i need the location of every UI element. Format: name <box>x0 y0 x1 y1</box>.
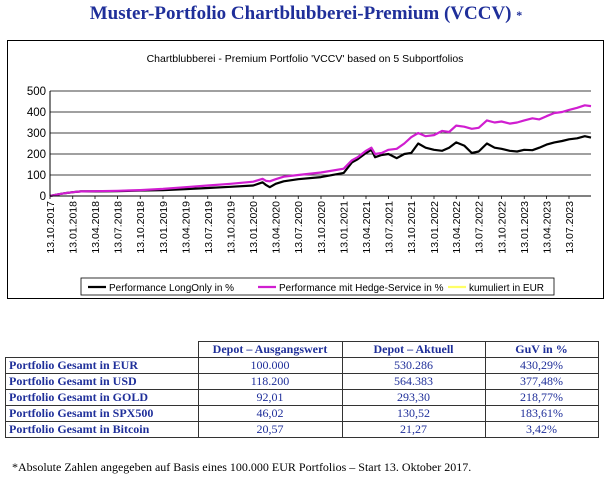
series-line-2 <box>49 104 592 198</box>
footnote: *Absolute Zahlen angegeben auf Basis ein… <box>12 460 472 474</box>
chart-grid <box>50 90 591 176</box>
x-tick-label: 13.04.2023 <box>541 201 553 254</box>
legend-box <box>80 277 555 296</box>
table-header-cell <box>5 341 199 358</box>
summary-table: Depot – Ausgangswert Depot – Aktuell GuV… <box>5 341 599 438</box>
x-tick-label: 13.10.2017 <box>45 201 57 254</box>
chart-legend[interactable]: Performance LongOnly in % Performance mit… <box>80 277 555 296</box>
chart-axes <box>49 91 591 199</box>
x-tick-label: 13.04.2018 <box>90 201 102 254</box>
table-cell: 20,57 <box>197 421 343 438</box>
chart-title: Chartblubberei - Premium Portfolio 'VCCV… <box>147 53 464 65</box>
x-tick-label: 13.01.2022 <box>429 201 441 254</box>
table-row: Portfolio Gesamt in GOLD 92,01 293,30 218,7… <box>5 389 599 406</box>
y-tick-label: 0 <box>40 191 46 203</box>
table-cell: 100.000 <box>197 357 343 374</box>
table-cell: 530.286 <box>341 357 486 374</box>
table-cell: 130,52 <box>341 405 486 422</box>
x-tick-label: 13.01.2019 <box>158 201 170 254</box>
x-tick-label: 13.10.2021 <box>406 201 418 254</box>
legend-label: Performance LongOnly in % <box>109 283 234 294</box>
x-tick-label: 13.10.2022 <box>496 201 508 254</box>
x-tick-label: 13.01.2018 <box>68 201 80 254</box>
table-body: Portfolio Gesamt in EUR 100.000 530.286 430… <box>5 357 599 438</box>
x-tick-label: 13.10.2018 <box>135 201 147 254</box>
table-cell: 430,29% <box>484 357 599 374</box>
page-title: Muster-Portfolio Chartblubberei-Premium … <box>0 3 612 25</box>
chart-text: Chartblubberei - Premium Portfolio 'VCCV… <box>27 53 576 254</box>
table-cell: 118.200 <box>197 373 343 390</box>
x-tick-label: 13.04.2022 <box>451 201 463 254</box>
x-tick-label: 13.04.2021 <box>361 201 373 254</box>
x-tick-label: 13.07.2019 <box>203 201 215 254</box>
x-tick-label: 13.07.2021 <box>383 201 395 254</box>
table-row-label: Portfolio Gesamt in Bitcoin <box>5 421 199 438</box>
x-tick-label: 13.07.2018 <box>113 201 125 254</box>
table-row-label: Portfolio Gesamt in EUR <box>5 357 199 374</box>
performance-chart: Chartblubberei - Premium Portfolio 'VCCV… <box>27 53 592 296</box>
table-row-label: Portfolio Gesamt in USD <box>5 373 199 390</box>
table-header-cell: Depot – Ausgangswert <box>197 341 343 358</box>
legend-label: kumuliert in EUR <box>469 283 544 294</box>
x-tick-label: 13.04.2019 <box>180 201 192 254</box>
x-tick-label: 13.07.2022 <box>474 201 486 254</box>
table-row-label: Portfolio Gesamt in GOLD <box>5 389 199 406</box>
table-row-label: Portfolio Gesamt in SPX500 <box>5 405 199 422</box>
table-cell: 564.383 <box>341 373 486 390</box>
y-tick-label: 300 <box>27 128 46 140</box>
y-tick-label: 100 <box>27 170 46 182</box>
page-title-footnote-mark: * <box>516 8 523 22</box>
legend-label: Performance mit Hedge-Service in % <box>279 283 444 294</box>
table-row: Portfolio Gesamt in SPX500 46,02 130,52 183… <box>5 405 599 422</box>
x-tick-label: 13.07.2020 <box>293 201 305 254</box>
x-tick-label: 13.01.2020 <box>248 201 260 254</box>
table-row: Portfolio Gesamt in Bitcoin 20,57 21,27 3,4… <box>5 421 599 438</box>
x-tick-label: 13.10.2020 <box>316 201 328 254</box>
table-row: Portfolio Gesamt in USD 118.200 564.383 377… <box>5 373 599 390</box>
series-line-1 <box>49 135 592 198</box>
table-cell: 293,30 <box>341 389 486 406</box>
y-tick-label: 500 <box>27 86 46 98</box>
table-header-row: Depot – Ausgangswert Depot – Aktuell GuV… <box>5 341 599 358</box>
table-header-cell: Depot – Aktuell <box>341 341 486 358</box>
x-tick-label: 13.01.2023 <box>519 201 531 254</box>
chart-frame: Chartblubberei - Premium Portfolio 'VCCV… <box>7 40 604 299</box>
x-tick-label: 13.07.2023 <box>564 201 576 254</box>
table-cell: 21,27 <box>341 421 486 438</box>
y-tick-label: 400 <box>27 107 46 119</box>
table-cell: 377,48% <box>484 373 599 390</box>
chart-lines <box>49 104 592 198</box>
table-cell: 92,01 <box>197 389 343 406</box>
table-cell: 3,42% <box>484 421 599 438</box>
x-tick-label: 13.04.2020 <box>271 201 283 254</box>
table-header-cell: GuV in % <box>484 341 599 358</box>
page-title-text: Muster-Portfolio Chartblubberei-Premium … <box>89 3 512 24</box>
table-row: Portfolio Gesamt in EUR 100.000 530.286 430… <box>5 357 599 374</box>
x-tick-label: 13.10.2019 <box>225 201 237 254</box>
table-cell: 183,61% <box>484 405 599 422</box>
x-tick-label: 13.01.2021 <box>339 201 351 254</box>
table-cell: 46,02 <box>197 405 343 422</box>
table-cell: 218,77% <box>484 389 599 406</box>
y-tick-label: 200 <box>27 149 46 161</box>
